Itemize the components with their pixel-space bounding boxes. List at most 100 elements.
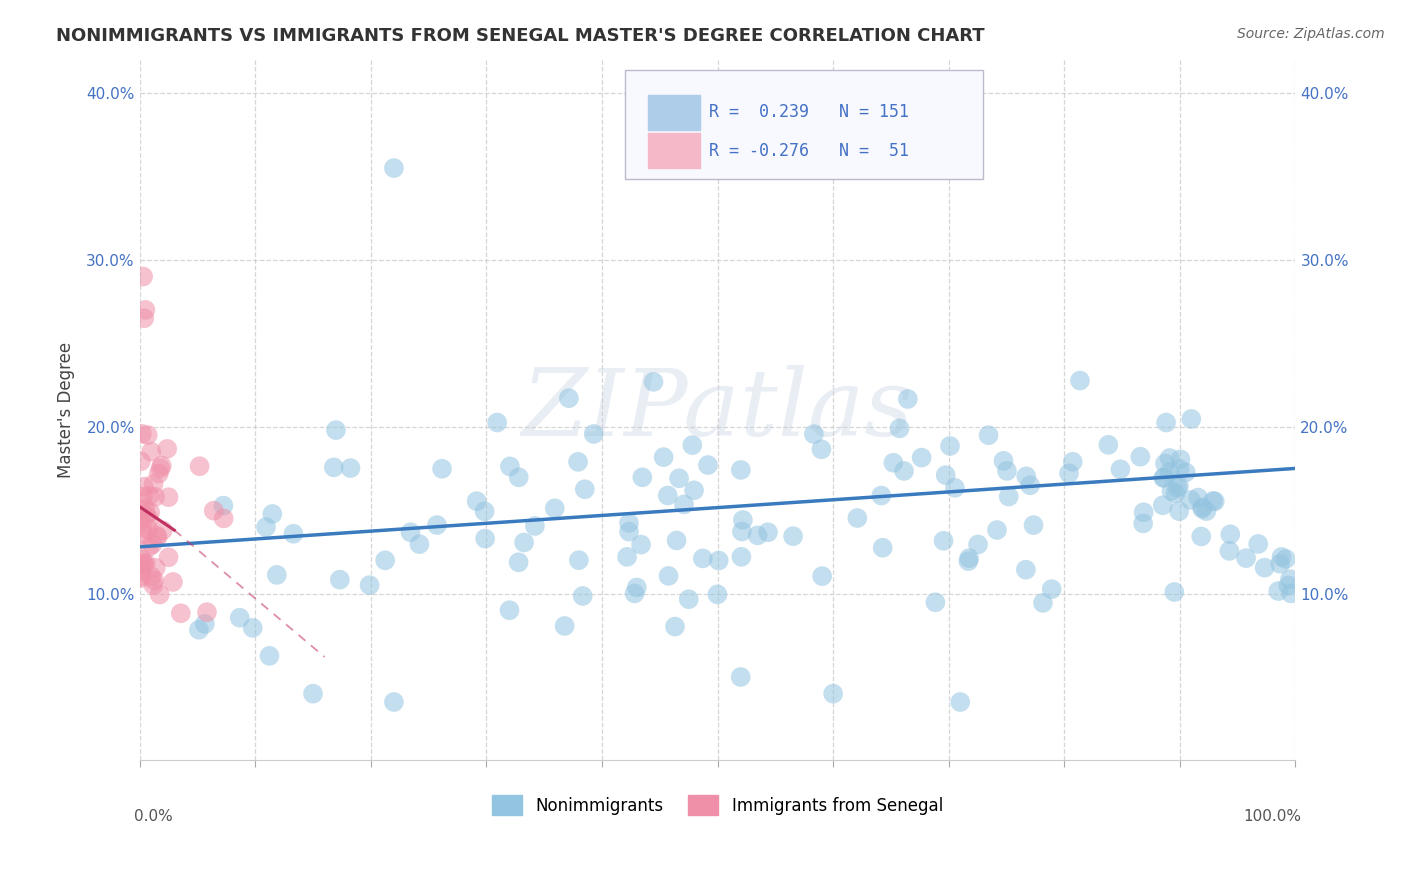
- Legend: Nonimmigrants, Immigrants from Senegal: Nonimmigrants, Immigrants from Senegal: [485, 789, 949, 822]
- Point: [870, 489, 893, 503]
- Point: [129, 454, 152, 468]
- Point: [997, 490, 1019, 504]
- Point: [957, 551, 980, 566]
- Point: [893, 464, 915, 478]
- Point: [1019, 478, 1042, 492]
- Point: [139, 505, 162, 519]
- Point: [683, 483, 706, 498]
- Text: 0.0%: 0.0%: [134, 809, 173, 824]
- Point: [1168, 504, 1191, 518]
- Point: [138, 489, 160, 503]
- Point: [993, 454, 1015, 468]
- Point: [652, 450, 675, 464]
- Point: [872, 541, 894, 555]
- Point: [150, 458, 173, 473]
- Point: [1180, 412, 1202, 426]
- Point: [325, 423, 347, 437]
- Point: [986, 523, 1008, 537]
- Point: [254, 520, 277, 534]
- Point: [131, 522, 153, 536]
- Point: [156, 442, 179, 456]
- Point: [616, 549, 638, 564]
- Point: [1279, 586, 1302, 600]
- Point: [1153, 470, 1175, 484]
- Point: [567, 455, 589, 469]
- Point: [811, 569, 834, 583]
- Point: [1168, 462, 1191, 476]
- Y-axis label: Master's Degree: Master's Degree: [58, 342, 75, 478]
- Point: [1279, 572, 1302, 586]
- Point: [1159, 465, 1181, 479]
- Bar: [648, 133, 700, 169]
- Point: [756, 525, 779, 540]
- Point: [129, 503, 152, 517]
- Point: [1191, 500, 1213, 515]
- Point: [523, 519, 546, 533]
- Point: [678, 592, 700, 607]
- Point: [152, 524, 174, 538]
- Point: [1069, 374, 1091, 388]
- Point: [138, 511, 160, 525]
- Point: [513, 535, 536, 549]
- Point: [266, 568, 288, 582]
- Point: [1247, 537, 1270, 551]
- Point: [571, 589, 593, 603]
- Point: [1253, 560, 1275, 574]
- Point: [1174, 466, 1197, 480]
- Point: [730, 463, 752, 477]
- Point: [132, 490, 155, 504]
- Point: [568, 553, 591, 567]
- Point: [194, 616, 217, 631]
- Point: [977, 428, 1000, 442]
- Point: [995, 464, 1018, 478]
- Point: [132, 269, 155, 284]
- Point: [803, 427, 825, 442]
- Point: [1057, 467, 1080, 481]
- Point: [544, 501, 567, 516]
- Point: [554, 619, 576, 633]
- Point: [170, 606, 193, 620]
- Point: [935, 468, 957, 483]
- Point: [382, 161, 405, 175]
- Point: [1163, 585, 1185, 599]
- Point: [465, 494, 488, 508]
- Point: [706, 587, 728, 601]
- Point: [910, 450, 932, 465]
- Point: [134, 302, 156, 317]
- Point: [229, 610, 252, 624]
- Text: NONIMMIGRANTS VS IMMIGRANTS FROM SENEGAL MASTER'S DEGREE CORRELATION CHART: NONIMMIGRANTS VS IMMIGRANTS FROM SENEGAL…: [56, 27, 984, 45]
- Point: [1152, 498, 1174, 512]
- Point: [135, 556, 157, 570]
- Point: [141, 444, 163, 458]
- Point: [132, 527, 155, 541]
- Point: [498, 603, 520, 617]
- Point: [474, 504, 496, 518]
- Point: [1168, 479, 1191, 493]
- Point: [408, 537, 430, 551]
- Point: [924, 595, 946, 609]
- Point: [157, 490, 180, 504]
- Point: [508, 555, 530, 569]
- Point: [558, 391, 581, 405]
- Point: [1189, 529, 1212, 543]
- Point: [474, 532, 496, 546]
- Point: [657, 569, 679, 583]
- Point: [141, 537, 163, 551]
- Point: [499, 459, 522, 474]
- Point: [1204, 494, 1226, 508]
- Point: [212, 511, 235, 525]
- Point: [146, 529, 169, 543]
- Point: [846, 511, 869, 525]
- Point: [142, 578, 165, 592]
- Point: [329, 573, 352, 587]
- Point: [1129, 450, 1152, 464]
- Point: [731, 524, 754, 539]
- Point: [136, 428, 159, 442]
- Point: [1187, 491, 1209, 505]
- Point: [617, 524, 640, 539]
- Point: [1109, 462, 1132, 476]
- Point: [643, 375, 665, 389]
- Point: [1180, 492, 1202, 507]
- Point: [967, 537, 990, 551]
- Point: [430, 462, 453, 476]
